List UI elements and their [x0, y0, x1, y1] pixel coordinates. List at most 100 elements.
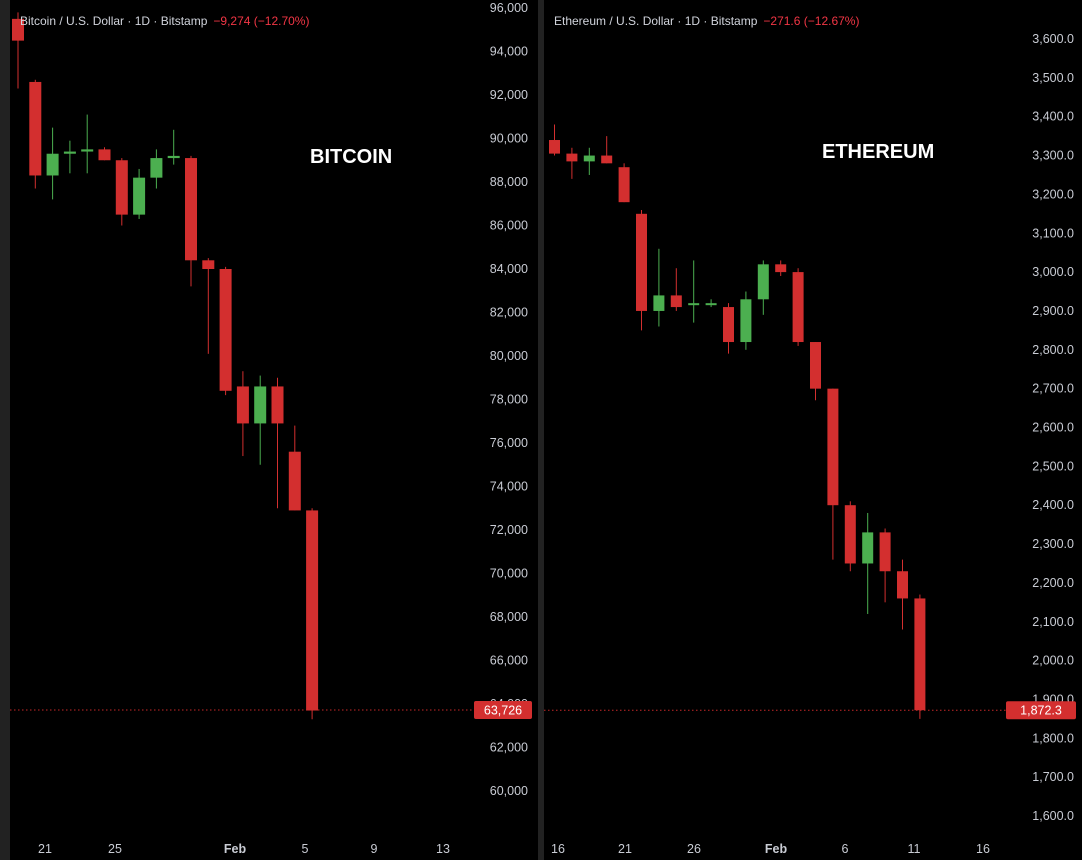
btc-y-tick-label: 66,000 [490, 654, 528, 668]
btc-candle [219, 266, 232, 396]
eth-last-price-tag: 1,872.3 [1006, 701, 1076, 720]
eth-candle-body [566, 153, 578, 162]
btc-candle [236, 371, 249, 457]
btc-y-tick-label: 82,000 [490, 306, 528, 320]
eth-y-tick-label: 1,600.0 [1032, 809, 1074, 823]
btc-y-tick-label: 76,000 [490, 436, 528, 450]
eth-y-tick-label: 2,400.0 [1032, 498, 1074, 512]
btc-y-tick-label: 68,000 [490, 610, 528, 624]
btc-last-price-tag: 63,726 [474, 700, 532, 719]
btc-candle-body [98, 149, 111, 161]
eth-y-tick-label: 3,500.0 [1032, 71, 1074, 85]
eth-candle [897, 559, 908, 630]
eth-y-tick-label: 1,700.0 [1032, 770, 1074, 784]
eth-candle [810, 342, 821, 401]
btc-candle-body [185, 158, 197, 261]
btc-x-tick-label: 25 [108, 842, 122, 856]
btc-candle [254, 375, 267, 465]
eth-candle [601, 136, 613, 164]
eth-candle-body [549, 140, 560, 154]
eth-candle [705, 299, 717, 308]
ethereum-title: ETHEREUM [822, 141, 935, 163]
btc-candle-body [271, 386, 284, 424]
eth-candle [757, 260, 769, 315]
eth-candle-body [740, 299, 752, 343]
eth-candle-body [879, 532, 891, 572]
eth-x-tick-label: 21 [618, 842, 632, 856]
btc-y-tick-label: 90,000 [490, 132, 528, 146]
eth-candle [862, 512, 874, 614]
eth-y-tick-label: 2,000.0 [1032, 654, 1074, 668]
eth-candle [792, 268, 804, 346]
ethereum-price-change: −271.6 (−12.67%) [763, 14, 860, 28]
btc-y-tick-label: 70,000 [490, 567, 528, 581]
eth-y-tick-label: 3,600.0 [1032, 32, 1074, 46]
eth-x-tick-label: Feb [765, 842, 788, 856]
btc-y-tick-label: 84,000 [490, 262, 528, 276]
btc-candle [81, 114, 94, 174]
btc-y-tick-label: 96,000 [490, 1, 528, 15]
eth-candle-body [757, 264, 769, 300]
btc-y-tick-label: 62,000 [490, 741, 528, 755]
eth-candle [636, 209, 647, 331]
eth-candle-body [670, 295, 682, 308]
btc-x-tick-label: 21 [38, 842, 52, 856]
btc-candle-body [150, 158, 163, 178]
eth-candle [688, 260, 700, 323]
eth-candle-body [705, 303, 717, 306]
btc-candle-body [202, 260, 215, 269]
eth-y-tick-label: 3,100.0 [1032, 226, 1074, 240]
eth-y-tick-label: 3,200.0 [1032, 187, 1074, 201]
btc-candle-body [12, 18, 24, 41]
btc-y-tick-label: 88,000 [490, 175, 528, 189]
eth-y-tick-label: 2,800.0 [1032, 343, 1074, 357]
btc-y-tick-label: 74,000 [490, 480, 528, 494]
btc-x-tick-label: 9 [371, 842, 378, 856]
eth-last-price-value: 1,872.3 [1020, 704, 1062, 718]
btc-candle-body [288, 451, 301, 511]
eth-candle [740, 291, 752, 350]
eth-y-tick-label: 3,400.0 [1032, 110, 1074, 124]
btc-x-tick-label: 13 [436, 842, 450, 856]
eth-x-tick-label: 16 [551, 842, 565, 856]
eth-y-tick-label: 2,900.0 [1032, 304, 1074, 318]
btc-x-tick-label: Feb [224, 842, 247, 856]
bitcoin-chart-panel: 60,00062,00064,00066,00068,00070,00072,0… [10, 0, 538, 860]
btc-y-tick-label: 78,000 [490, 393, 528, 407]
btc-candle-body [254, 386, 267, 424]
bitcoin-chart-svg: 60,00062,00064,00066,00068,00070,00072,0… [10, 1, 532, 856]
eth-candle-body [792, 272, 804, 343]
eth-y-tick-label: 2,200.0 [1032, 576, 1074, 590]
eth-candle-body [810, 342, 821, 389]
eth-candle-body [775, 264, 787, 273]
btc-candle [29, 79, 42, 189]
bitcoin-chart-header: Bitcoin / U.S. Dollar · 1D · Bitstamp −9,… [20, 14, 309, 28]
eth-candle-body [897, 571, 908, 599]
eth-x-tick-label: 26 [687, 842, 701, 856]
eth-candle-body [723, 307, 734, 343]
eth-candle [723, 303, 734, 354]
eth-x-tick-label: 16 [976, 842, 990, 856]
eth-x-tick-label: 6 [842, 842, 849, 856]
btc-candle-body [167, 155, 180, 159]
btc-candle-body [81, 149, 94, 152]
eth-y-tick-label: 2,100.0 [1032, 615, 1074, 629]
eth-x-tick-label: 11 [908, 842, 921, 856]
eth-candle [670, 268, 682, 311]
ethereum-chart-svg: 1,600.01,700.01,800.01,900.02,000.02,100… [544, 32, 1076, 856]
eth-last-price-tag-bg [1006, 701, 1076, 720]
btc-candle [288, 425, 301, 511]
eth-candle [566, 147, 578, 179]
bitcoin-symbol-label: Bitcoin / U.S. Dollar · 1D · Bitstamp [20, 14, 208, 28]
btc-candle-body [63, 151, 76, 154]
eth-y-tick-label: 2,700.0 [1032, 382, 1074, 396]
eth-candle-body [618, 167, 630, 203]
eth-y-tick-label: 3,000.0 [1032, 265, 1074, 279]
eth-candle [844, 501, 856, 572]
btc-candle [150, 149, 163, 189]
btc-candle-body [29, 81, 42, 176]
btc-last-price-value: 63,726 [484, 703, 522, 717]
bitcoin-price-change: −9,274 (−12.70%) [213, 14, 310, 28]
eth-candle-body [653, 295, 665, 311]
bitcoin-title: BITCOIN [310, 146, 393, 168]
